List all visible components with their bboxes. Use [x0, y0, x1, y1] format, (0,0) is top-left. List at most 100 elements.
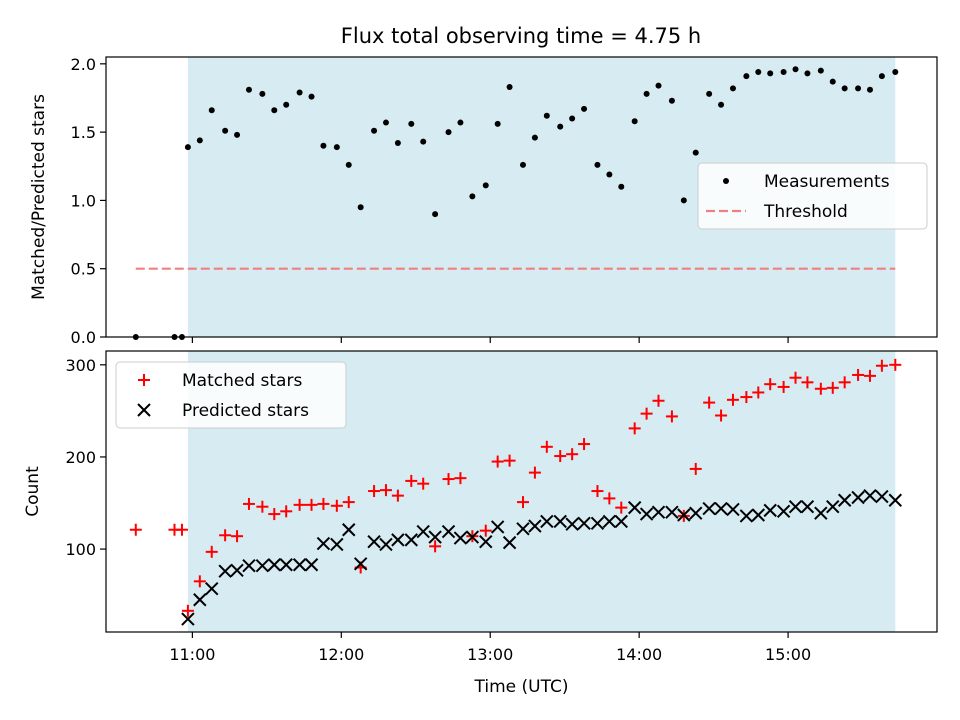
matched-stars-point	[317, 497, 330, 510]
x-b	[739, 509, 754, 523]
x-b	[367, 535, 381, 549]
x-b	[826, 499, 840, 514]
y-tick-label: 2.0	[71, 55, 96, 74]
matched-stars-point	[640, 407, 653, 420]
predicted-stars-point	[614, 514, 628, 529]
x-b	[888, 493, 903, 507]
matched-stars-point	[554, 450, 567, 463]
measurement-point	[606, 171, 613, 178]
x-b	[702, 501, 716, 516]
legend-label: Threshold	[763, 202, 848, 222]
predicted-stars-point	[677, 508, 691, 522]
x-b	[242, 558, 256, 573]
predicted-stars-point	[800, 499, 815, 514]
measurement-point	[569, 115, 576, 122]
measurement-point	[469, 193, 476, 200]
predicted-stars-point	[814, 506, 828, 520]
legend-label: Predicted stars	[182, 401, 309, 421]
x-b	[863, 488, 877, 503]
legend-swatch-measurements	[723, 178, 729, 184]
x-b	[416, 524, 430, 539]
measurement-point	[320, 142, 327, 149]
x-b	[800, 499, 815, 514]
predicted-stars-point	[751, 508, 765, 522]
matched-stars-point	[231, 530, 244, 543]
matched-stars-point	[330, 499, 343, 512]
measurement-point	[743, 73, 750, 80]
x-axis-label: Time (UTC)	[474, 677, 569, 697]
predicted-stars-point	[502, 535, 517, 550]
matched-stars-point	[726, 393, 739, 406]
matched-stars-point	[852, 368, 865, 381]
x-b	[726, 502, 740, 517]
matched-stars-point	[801, 376, 814, 389]
legend-label: Measurements	[764, 172, 890, 192]
x-b	[218, 564, 232, 578]
matched-stars-point	[491, 455, 504, 468]
predicted-stars-point	[851, 490, 865, 505]
predicted-stars-point	[863, 488, 877, 503]
measurement-point	[767, 70, 774, 77]
legend: Measurements Threshold	[697, 162, 928, 230]
x-b	[205, 581, 219, 596]
legend-box	[697, 162, 928, 230]
measurement-point	[581, 105, 588, 112]
matched-stars-point	[814, 382, 827, 395]
x-b	[528, 519, 542, 533]
predicted-stars-point	[776, 504, 791, 519]
measurement-point	[296, 89, 303, 96]
predicted-stars-point	[577, 516, 591, 530]
predicted-stars-point	[739, 509, 754, 523]
predicted-stars-point	[553, 514, 567, 529]
matched-stars-point	[740, 391, 753, 404]
x-b	[639, 507, 654, 521]
measurement-point	[706, 90, 713, 97]
matched-stars-point	[516, 496, 529, 509]
x-b	[342, 523, 356, 537]
measurement-point	[855, 85, 862, 92]
matched-stars-point	[665, 410, 678, 423]
predicted-stars-point	[875, 489, 889, 504]
predicted-stars-point	[726, 502, 740, 517]
measurement-point	[184, 144, 191, 151]
predicted-stars-point	[479, 535, 493, 549]
y-tick-label: 100	[65, 540, 96, 559]
x-b	[193, 593, 207, 607]
predicted-stars-point	[416, 524, 430, 539]
matched-stars-point	[391, 489, 404, 502]
x-b	[404, 533, 419, 547]
predicted-stars-point	[428, 530, 442, 544]
matched-stars-point	[764, 378, 777, 391]
matched-stars-point	[503, 454, 516, 467]
predicted-stars-point	[888, 493, 903, 507]
x-b	[837, 493, 852, 507]
matched-stars-point	[175, 523, 188, 536]
measurement-point	[780, 69, 787, 76]
matched-stars-point	[777, 380, 790, 393]
x-b	[490, 520, 505, 534]
measurement-point	[408, 120, 415, 127]
predicted-stars-point	[453, 531, 468, 545]
x-b	[875, 489, 889, 504]
predicted-stars-point	[292, 558, 307, 572]
predicted-stars-point	[602, 514, 617, 529]
matched-stars-point	[305, 498, 318, 511]
predicted-stars-point	[441, 524, 456, 539]
measurement-point	[245, 86, 252, 93]
y-tick-label: 0.0	[71, 328, 96, 347]
measurement-point	[457, 119, 464, 126]
matched-stars-point	[863, 369, 876, 382]
measurement-point	[792, 66, 799, 73]
measurement-point	[222, 127, 229, 134]
matched-stars-point	[219, 529, 232, 542]
y-axis-label: Count	[23, 466, 43, 517]
predicted-stars-point	[565, 517, 579, 531]
predicted-stars-point	[379, 537, 393, 552]
bottom-panel: 100 200 300 11:00 12:00 13:00 14:00 15:00 Count T…	[23, 350, 938, 697]
predicted-stars-point	[702, 501, 716, 516]
measurement-point	[631, 118, 638, 125]
predicted-stars-point	[255, 558, 270, 573]
x-b	[230, 563, 244, 577]
matched-stars-point	[838, 376, 851, 389]
